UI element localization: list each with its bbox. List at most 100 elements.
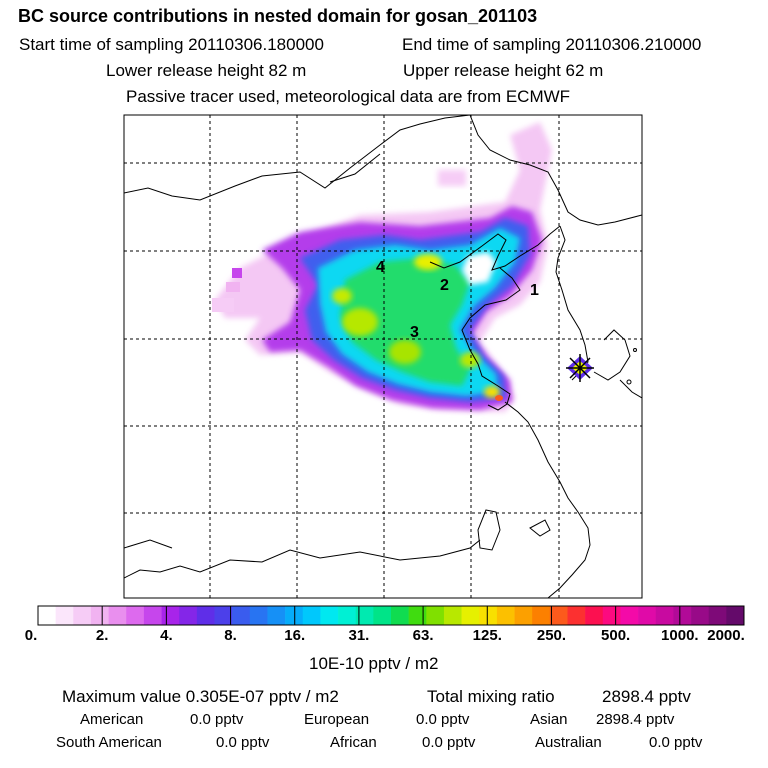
australian-value: 0.0 pptv bbox=[649, 734, 703, 751]
colorbar-tick-label: 31. bbox=[348, 627, 370, 644]
asian-label: Asian bbox=[530, 711, 568, 728]
marker-2: 2 bbox=[440, 277, 449, 294]
receptor-marker bbox=[566, 354, 594, 382]
colorbar-tick-label: 2000. bbox=[707, 627, 745, 644]
african-value: 0.0 pptv bbox=[422, 734, 476, 751]
plume-speck bbox=[226, 282, 240, 292]
colorbar-swatch bbox=[408, 606, 427, 625]
colorbar-frame bbox=[37, 605, 745, 626]
colorbar-swatch bbox=[38, 606, 56, 625]
colorbar-swatch bbox=[726, 606, 745, 625]
colorbar-swatch bbox=[691, 606, 709, 625]
marker-1: 1 bbox=[530, 282, 539, 299]
colorbar-tick-label: 2. bbox=[95, 627, 109, 644]
coastlines bbox=[124, 115, 642, 598]
colorbar-tick-label: 125. bbox=[472, 627, 502, 644]
colorbar-tick-label: 250. bbox=[536, 627, 567, 644]
tracer-note: Passive tracer used, meteorological data… bbox=[126, 87, 571, 106]
graticule bbox=[124, 115, 642, 598]
colorbar-tick-label: 8. bbox=[224, 627, 237, 644]
colorbar-swatch bbox=[426, 606, 445, 625]
colorbar-swatch bbox=[214, 606, 233, 625]
african-label: African bbox=[330, 734, 377, 751]
colorbar-swatch bbox=[338, 606, 356, 625]
plume-spot bbox=[332, 288, 352, 304]
colorbar-swatch bbox=[249, 606, 268, 625]
colorbar-swatch bbox=[620, 606, 639, 625]
plume-speck bbox=[438, 170, 466, 186]
european-value: 0.0 pptv bbox=[416, 711, 470, 728]
colorbar-swatch bbox=[496, 606, 515, 625]
map-frame bbox=[123, 114, 643, 599]
colorbar-swatch bbox=[161, 606, 180, 625]
plume-speck bbox=[212, 298, 234, 312]
colorbar-swatch bbox=[549, 606, 568, 625]
upper-release-height: Upper release height 62 m bbox=[403, 61, 604, 80]
plume-spot bbox=[342, 308, 378, 336]
colorbar-swatch bbox=[55, 606, 74, 625]
colorbar-swatch bbox=[461, 606, 480, 625]
colorbar-swatch bbox=[602, 606, 621, 625]
colorbar-swatch bbox=[673, 606, 692, 625]
maximum-value: Maximum value 0.305E-07 pptv / m2 bbox=[62, 687, 339, 706]
marker-4: 4 bbox=[376, 259, 385, 276]
european-label: European bbox=[304, 711, 370, 728]
colorbar-tick-label: 0. bbox=[24, 627, 38, 644]
colorbar-swatch bbox=[302, 606, 321, 625]
concentration-plume bbox=[124, 115, 642, 598]
american-value: 0.0 pptv bbox=[190, 711, 244, 728]
colorbar-swatch bbox=[355, 606, 374, 625]
colorbar-swatch bbox=[126, 606, 145, 625]
colorbar-tick-label: 16. bbox=[284, 627, 306, 644]
plume-spot bbox=[460, 352, 480, 368]
colorbar-swatch bbox=[320, 606, 339, 625]
plume-spot bbox=[389, 340, 421, 364]
plume-band-green bbox=[340, 258, 470, 386]
colorbar-swatch bbox=[585, 606, 604, 625]
plume-peak bbox=[495, 395, 503, 401]
sampling-end-time: End time of sampling 20110306.210000 bbox=[402, 35, 702, 54]
colorbar-swatch bbox=[285, 606, 304, 625]
australian-label: Australian bbox=[535, 734, 602, 751]
total-mixing-ratio-value: 2898.4 pptv bbox=[602, 687, 691, 706]
colorbar-swatch bbox=[179, 606, 198, 625]
colorbar-swatch bbox=[90, 606, 109, 625]
colorbar-swatch bbox=[708, 606, 727, 625]
island-dot bbox=[633, 348, 637, 352]
marker-3: 3 bbox=[410, 324, 419, 341]
plume-spot bbox=[414, 254, 442, 270]
asian-value: 2898.4 pptv bbox=[596, 711, 675, 728]
colorbar-swatch bbox=[373, 606, 392, 625]
plume-speck bbox=[232, 268, 242, 278]
colorbar-swatch bbox=[232, 606, 251, 625]
colorbar-units: 10E-10 pptv / m2 bbox=[309, 654, 439, 673]
colorbar-swatch bbox=[143, 606, 162, 625]
colorbar-swatch bbox=[638, 606, 657, 625]
colorbar-swatch bbox=[479, 606, 498, 625]
colorbar-tick-label: 1000. bbox=[661, 627, 699, 644]
colorbar-swatch bbox=[514, 606, 533, 625]
colorbar-tick-label: 500. bbox=[601, 627, 631, 644]
colorbar bbox=[37, 605, 745, 626]
colorbar-swatch bbox=[532, 606, 551, 625]
island-dot bbox=[626, 379, 632, 385]
colorbar-swatch bbox=[267, 606, 286, 625]
colorbar-swatch bbox=[567, 606, 586, 625]
colorbar-swatch bbox=[73, 606, 92, 625]
south-american-value: 0.0 pptv bbox=[216, 734, 270, 751]
plume-spot bbox=[484, 386, 500, 398]
south-american-label: South American bbox=[56, 734, 162, 751]
colorbar-swatch bbox=[655, 606, 674, 625]
colorbar-swatch bbox=[391, 606, 409, 625]
colorbar-swatch bbox=[196, 606, 215, 625]
sampling-start-time: Start time of sampling 20110306.180000 bbox=[19, 35, 324, 54]
colorbar-swatch bbox=[443, 606, 462, 625]
colorbar-swatch bbox=[108, 606, 127, 625]
plot-title: BC source contributions in nested domain… bbox=[18, 6, 538, 26]
colorbar-tick-label: 63. bbox=[412, 627, 434, 644]
american-label: American bbox=[80, 711, 144, 728]
lower-release-height: Lower release height 82 m bbox=[106, 61, 307, 80]
colorbar-tick-label: 4. bbox=[160, 627, 173, 644]
total-mixing-ratio-label: Total mixing ratio bbox=[427, 687, 555, 706]
